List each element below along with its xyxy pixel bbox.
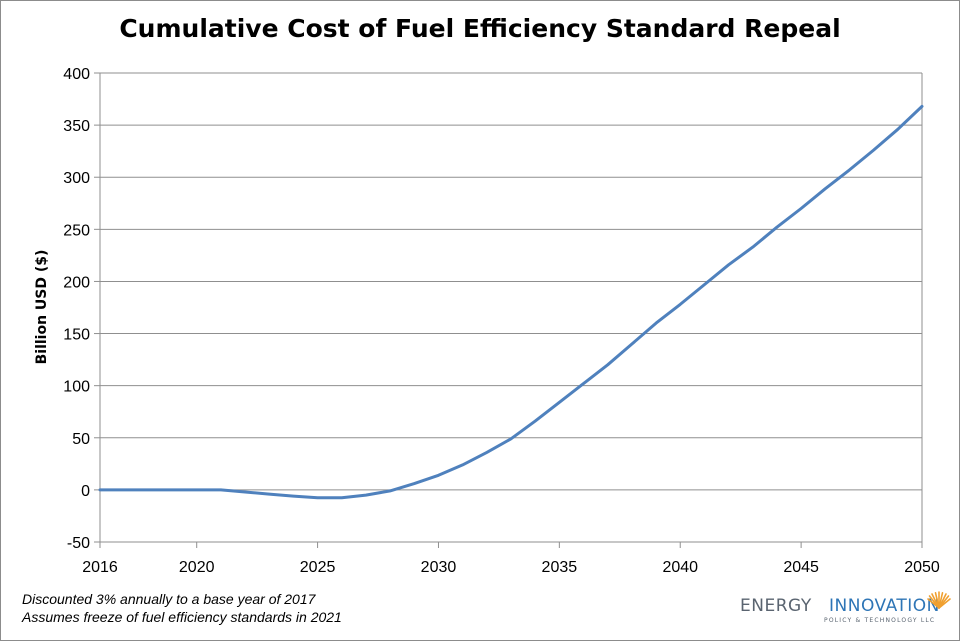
energy-innovation-logo: ENERGY INNOVATION POLICY & TECHNOLOGY LL… bbox=[740, 591, 951, 632]
x-tick-label: 2040 bbox=[662, 559, 698, 576]
y-tick-label: -50 bbox=[67, 535, 90, 552]
y-tick-label: 300 bbox=[63, 170, 90, 187]
logo-word-innovation: INNOVATION bbox=[829, 596, 940, 616]
y-tick-label: 400 bbox=[63, 66, 90, 83]
x-tick-label: 2016 bbox=[82, 559, 118, 576]
x-tick-label: 2050 bbox=[904, 559, 940, 576]
y-axis-label: Billion USD ($) bbox=[34, 250, 50, 365]
y-tick-label: 50 bbox=[72, 431, 90, 448]
x-tick-label: 2035 bbox=[542, 559, 578, 576]
chart-title: Cumulative Cost of Fuel Efficiency Stand… bbox=[119, 14, 841, 43]
y-tick-label: 200 bbox=[63, 274, 90, 291]
y-tick-label: 350 bbox=[63, 118, 90, 135]
y-tick-label: 150 bbox=[63, 327, 90, 344]
x-tick-label: 2045 bbox=[783, 559, 819, 576]
x-tick-label: 2030 bbox=[421, 559, 457, 576]
series-line bbox=[98, 104, 924, 500]
y-tick-label: 100 bbox=[63, 379, 90, 396]
chart-notes: Discounted 3% annually to a base year of… bbox=[22, 590, 342, 626]
x-tick-label: 2025 bbox=[300, 559, 336, 576]
logo-word-energy: ENERGY bbox=[740, 596, 812, 616]
y-tick-label: 0 bbox=[81, 483, 90, 500]
note-freeze: Assumes freeze of fuel efficiency standa… bbox=[22, 609, 342, 625]
sunburst-icon bbox=[927, 591, 951, 609]
y-tick-label: 250 bbox=[63, 222, 90, 239]
x-tick-label: 2020 bbox=[179, 559, 215, 576]
logo-subtitle: POLICY & TECHNOLOGY LLC bbox=[824, 617, 936, 624]
note-discount: Discounted 3% annually to a base year of… bbox=[22, 591, 316, 607]
